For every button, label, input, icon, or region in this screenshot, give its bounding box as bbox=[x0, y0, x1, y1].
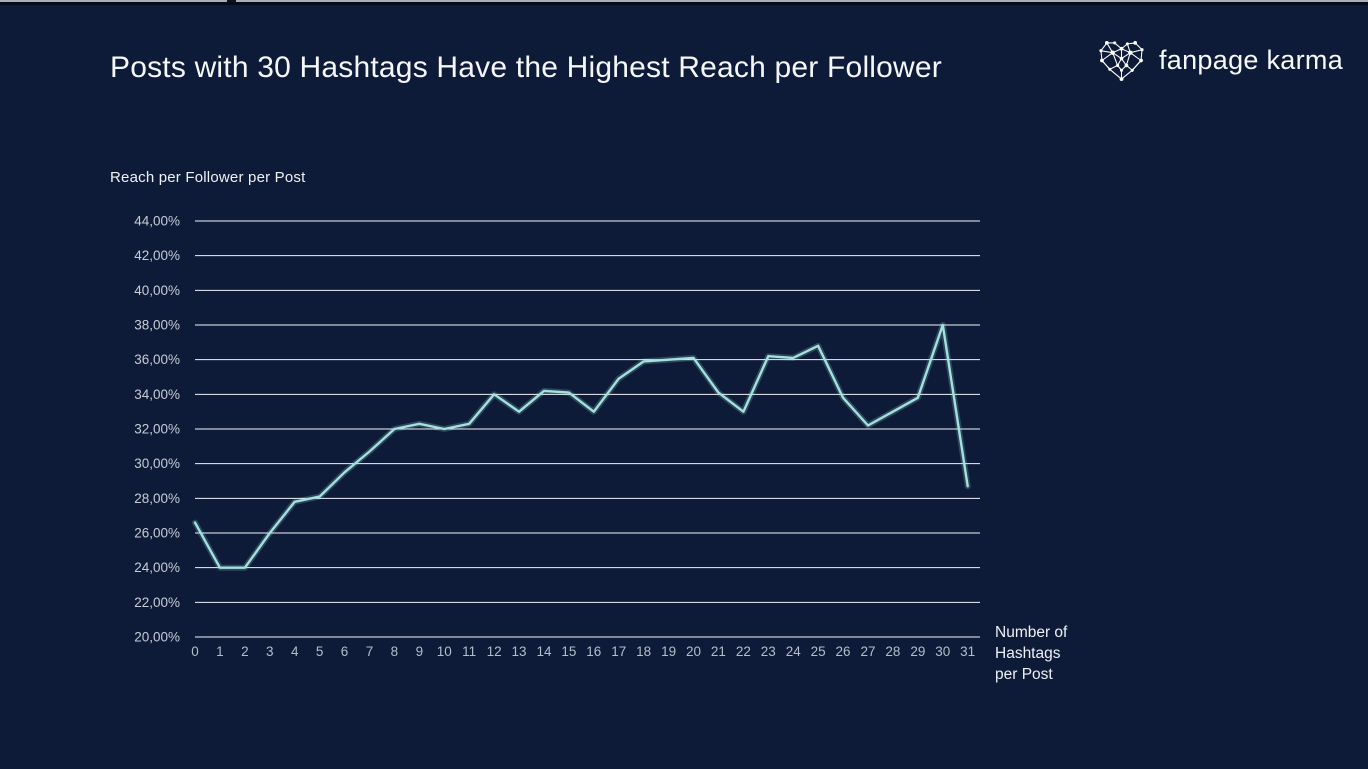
x-tick-label: 27 bbox=[860, 644, 875, 659]
brand-name: fanpage karma bbox=[1159, 45, 1344, 75]
data-line-glow bbox=[192, 322, 971, 571]
x-tick-label: 20 bbox=[686, 644, 701, 659]
x-tick-label: 5 bbox=[316, 644, 324, 659]
data-line bbox=[193, 323, 969, 569]
y-tick-label: 30,00% bbox=[134, 456, 180, 471]
x-tick-label: 28 bbox=[885, 644, 900, 659]
y-tick-label: 38,00% bbox=[134, 318, 180, 333]
x-tick-label: 30 bbox=[935, 644, 950, 659]
x-tick-label: 25 bbox=[811, 644, 826, 659]
x-tick-label: 18 bbox=[636, 644, 651, 659]
x-tick-label: 15 bbox=[561, 644, 576, 659]
x-tick-label: 7 bbox=[366, 644, 374, 659]
x-tick-label: 23 bbox=[761, 644, 776, 659]
top-dark-line bbox=[0, 2, 1368, 5]
x-tick-label: 21 bbox=[711, 644, 726, 659]
y-tick-label: 20,00% bbox=[134, 630, 180, 645]
y-tick-label: 26,00% bbox=[134, 526, 180, 541]
fanpage-karma-logo: fanpage karma bbox=[1098, 38, 1343, 82]
y-tick-label: 40,00% bbox=[134, 283, 180, 298]
x-axis-label: Number of Hashtags per Post bbox=[995, 624, 1068, 683]
x-tick-label: 31 bbox=[960, 644, 975, 659]
x-tick-label: 10 bbox=[437, 644, 452, 659]
y-axis-title: Reach per Follower per Post bbox=[110, 169, 306, 186]
y-tick-label: 36,00% bbox=[134, 352, 180, 367]
x-tick-label: 1 bbox=[216, 644, 224, 659]
x-tick-label: 26 bbox=[836, 644, 851, 659]
y-tick-label: 34,00% bbox=[134, 387, 180, 402]
x-tick-label: 4 bbox=[291, 644, 299, 659]
x-tick-label: 3 bbox=[266, 644, 274, 659]
top-strip-notch bbox=[227, 0, 236, 2]
x-tick-label: 9 bbox=[416, 644, 424, 659]
top-strip bbox=[0, 0, 1368, 2]
x-tick-label: 29 bbox=[910, 644, 925, 659]
y-tick-label: 44,00% bbox=[134, 214, 180, 229]
y-tick-label: 22,00% bbox=[134, 595, 180, 610]
x-tick-label: 17 bbox=[611, 644, 626, 659]
page-title: Posts with 30 Hashtags Have the Highest … bbox=[110, 51, 943, 84]
y-tick-label: 28,00% bbox=[134, 491, 180, 506]
y-tick-label: 32,00% bbox=[134, 422, 180, 437]
x-tick-label: 0 bbox=[191, 644, 199, 659]
y-tick-label: 24,00% bbox=[134, 560, 180, 575]
x-tick-label: 22 bbox=[736, 644, 751, 659]
x-tick-label: 14 bbox=[536, 644, 552, 659]
x-tick-label: 12 bbox=[487, 644, 502, 659]
y-tick-label: 42,00% bbox=[134, 248, 180, 263]
x-tick-label: 6 bbox=[341, 644, 349, 659]
x-tick-label: 13 bbox=[512, 644, 527, 659]
x-tick-label: 11 bbox=[462, 644, 476, 659]
x-tick-label: 8 bbox=[391, 644, 399, 659]
x-tick-label: 16 bbox=[586, 644, 601, 659]
x-tick-label: 2 bbox=[241, 644, 249, 659]
network-heart-icon bbox=[1099, 40, 1144, 81]
x-tick-label: 19 bbox=[661, 644, 676, 659]
x-tick-label: 24 bbox=[786, 644, 802, 659]
